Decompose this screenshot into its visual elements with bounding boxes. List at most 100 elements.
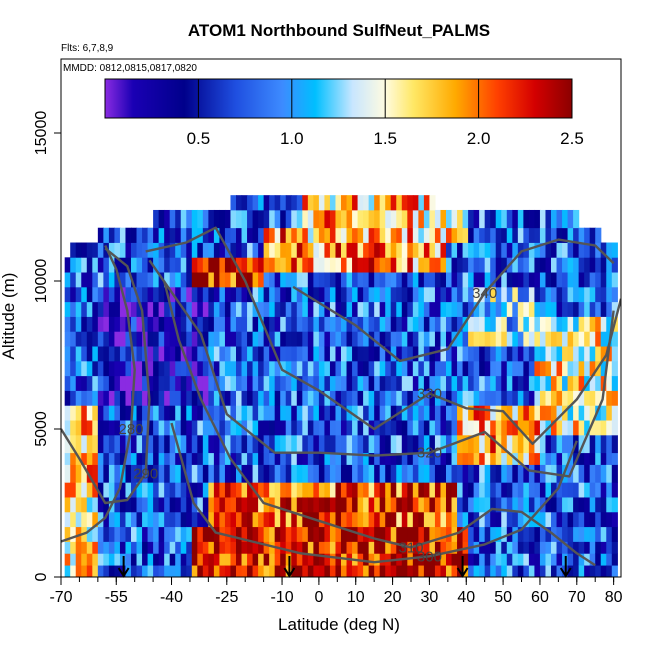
heatmap-cell — [335, 526, 342, 542]
heatmap-cell — [490, 497, 497, 513]
heatmap-cell — [578, 346, 585, 362]
heatmap-cell — [197, 565, 204, 577]
heatmap-cell — [512, 405, 519, 421]
heatmap-cell — [374, 272, 381, 288]
heatmap-cell — [219, 565, 226, 577]
heatmap-cell — [296, 242, 303, 258]
heatmap-cell — [103, 375, 110, 391]
heatmap-cell — [451, 464, 458, 483]
heatmap-cell — [142, 497, 149, 513]
heatmap-cell — [147, 272, 154, 288]
heatmap-cell — [114, 405, 121, 421]
heatmap-cell — [252, 390, 259, 406]
heatmap-cell — [236, 316, 243, 332]
heatmap-cell — [169, 511, 176, 528]
heatmap-cell — [412, 360, 419, 377]
heatmap-cell — [97, 452, 104, 465]
heatmap-cell — [75, 497, 82, 513]
heatmap-cell — [307, 434, 314, 454]
heatmap-cell — [512, 227, 519, 243]
heatmap-cell — [567, 405, 574, 421]
heatmap-cell — [97, 464, 104, 483]
heatmap-cell — [285, 375, 292, 391]
heatmap-cell — [600, 405, 607, 421]
heatmap-cell — [440, 316, 447, 332]
heatmap-cell — [368, 301, 375, 317]
heatmap-cell — [164, 360, 171, 377]
heatmap-cell — [158, 553, 165, 566]
heatmap-cell — [252, 272, 259, 288]
heatmap-cell — [479, 482, 486, 498]
heatmap-cell — [341, 346, 348, 362]
heatmap-cell — [512, 272, 519, 288]
heatmap-cell — [307, 195, 314, 211]
heatmap-cell — [501, 316, 508, 332]
heatmap-cell — [219, 375, 226, 391]
heatmap-cell — [296, 346, 303, 362]
heatmap-cell — [70, 257, 77, 273]
heatmap-cell — [108, 316, 116, 332]
heatmap-cell — [285, 286, 292, 303]
heatmap-cell — [512, 331, 519, 347]
heatmap-cell — [70, 434, 77, 454]
heatmap-cell — [396, 227, 403, 243]
heatmap-cell — [501, 434, 508, 454]
heatmap-cell — [103, 511, 110, 528]
heatmap-cell — [70, 390, 77, 406]
heatmap-cell — [490, 541, 497, 554]
heatmap-cell — [562, 272, 569, 288]
heatmap-cell — [280, 434, 287, 454]
heatmap-cell — [490, 375, 497, 391]
heatmap-cell — [495, 452, 502, 465]
heatmap-cell — [473, 452, 480, 465]
heatmap-cell — [440, 482, 447, 498]
heatmap-cell — [407, 375, 414, 391]
heatmap-cell — [285, 420, 292, 436]
heatmap-cell — [506, 301, 513, 317]
heatmap-cell — [495, 257, 502, 273]
heatmap-cell — [147, 257, 154, 273]
heatmap-cell — [584, 452, 591, 465]
heatmap-cell — [606, 434, 613, 454]
heatmap-cell — [142, 227, 149, 243]
heatmap-cell — [341, 420, 348, 436]
heatmap-cell — [318, 434, 326, 454]
heatmap-cell — [114, 390, 121, 406]
heatmap-cell — [379, 511, 386, 528]
heatmap-cell — [412, 405, 419, 421]
heatmap-cell — [539, 511, 547, 528]
heatmap-cell — [573, 420, 580, 436]
heatmap-cell — [191, 286, 198, 303]
heatmap-cell — [611, 301, 618, 317]
heatmap-cell — [374, 511, 381, 528]
heatmap-cell — [528, 553, 536, 566]
heatmap-cell — [147, 227, 154, 243]
heatmap-cell — [473, 316, 480, 332]
heatmap-cell — [302, 541, 309, 554]
heatmap-cell — [280, 497, 287, 513]
heatmap-cell — [197, 209, 204, 229]
heatmap-cell — [153, 565, 160, 577]
heatmap-cell — [202, 541, 209, 554]
heatmap-cell — [324, 565, 331, 577]
heatmap-cell — [517, 316, 524, 332]
heatmap-cell — [401, 346, 408, 362]
heatmap-cell — [495, 565, 502, 577]
heatmap-cell — [75, 360, 82, 377]
heatmap-cell — [81, 316, 88, 332]
heatmap-cell — [296, 227, 303, 243]
heatmap-cell — [589, 257, 596, 273]
heatmap-cell — [584, 316, 591, 332]
heatmap-cell — [236, 420, 243, 436]
heatmap-cell — [407, 452, 414, 465]
heatmap-cell — [374, 227, 381, 243]
heatmap-cell — [523, 390, 530, 406]
heatmap-cell — [175, 272, 182, 288]
heatmap-cell — [252, 565, 259, 577]
heatmap-cell — [136, 464, 143, 483]
heatmap-cell — [562, 242, 569, 258]
heatmap-cell — [451, 497, 458, 513]
heatmap-cell — [457, 497, 464, 513]
heatmap-cell — [390, 209, 397, 229]
heatmap-cell — [92, 346, 99, 362]
